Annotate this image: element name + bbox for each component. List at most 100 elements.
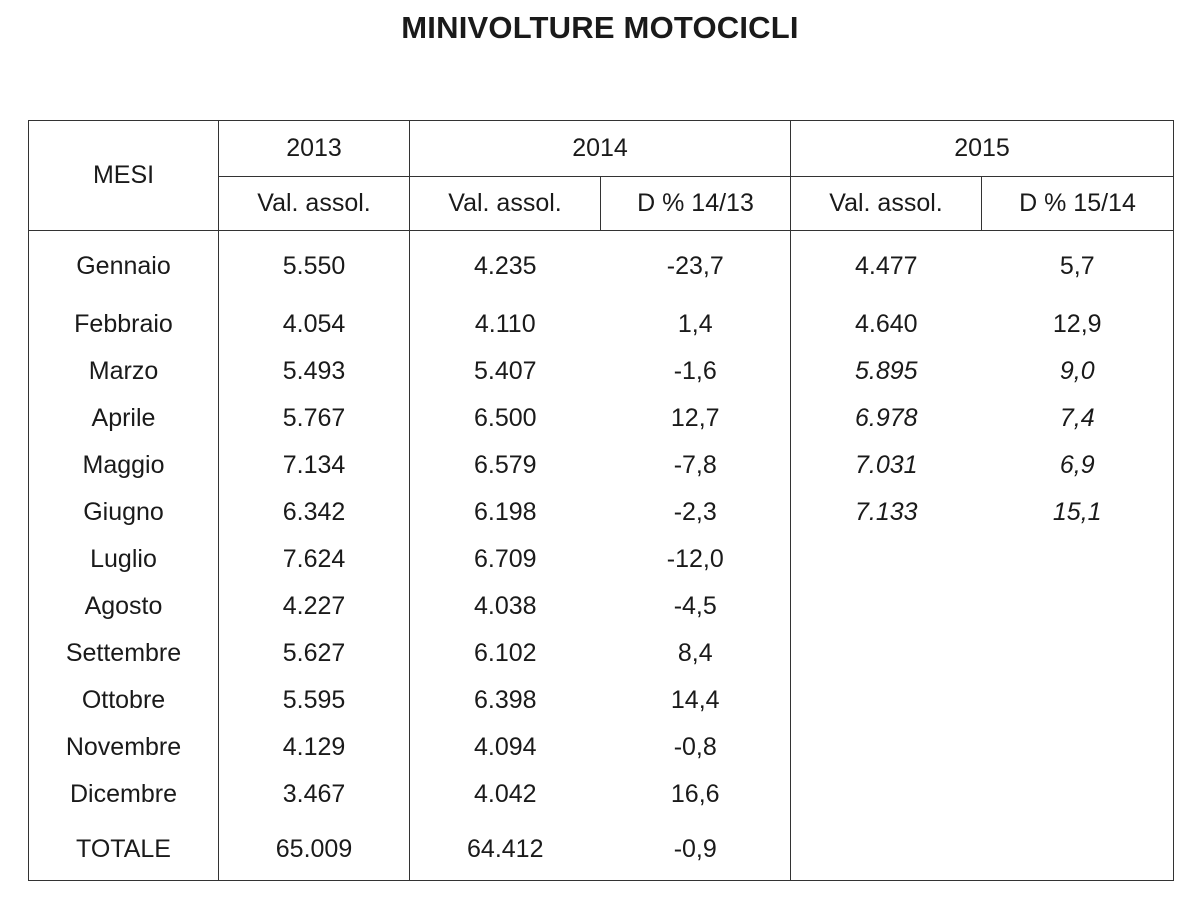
- delta-14-13-cell: 16,6: [600, 771, 791, 818]
- total-month-cell: TOTALE: [28, 818, 219, 881]
- delta-15-14-cell: 9,0: [981, 348, 1174, 395]
- delta-15-14-cell: 12,9: [981, 301, 1174, 348]
- value-2014-cell: 6.709: [409, 536, 601, 583]
- delta-14-13-cell: -1,6: [600, 348, 791, 395]
- value-2013-cell: 7.134: [218, 442, 410, 489]
- value-2015-cell: [790, 677, 982, 724]
- value-2015-cell: [790, 771, 982, 818]
- table-row: Aprile 5.767 6.500 12,7 6.978 7,4: [28, 395, 1174, 442]
- month-cell: Ottobre: [28, 677, 219, 724]
- delta-15-14-cell: [981, 724, 1174, 771]
- header-val-assol-2013: Val. assol.: [218, 176, 410, 231]
- value-2015-cell: 7.133: [790, 489, 982, 536]
- header-delta-15-14: D % 15/14: [981, 176, 1174, 231]
- value-2014-cell: 4.094: [409, 724, 601, 771]
- value-2013-cell: 4.129: [218, 724, 410, 771]
- delta-15-14-cell: [981, 771, 1174, 818]
- table-row: Marzo 5.493 5.407 -1,6 5.895 9,0: [28, 348, 1174, 395]
- delta-14-13-cell: 12,7: [600, 395, 791, 442]
- month-cell: Marzo: [28, 348, 219, 395]
- value-2013-cell: 4.054: [218, 301, 410, 348]
- month-cell: Giugno: [28, 489, 219, 536]
- total-value-2014-cell: 64.412: [409, 818, 601, 881]
- value-2014-cell: 4.110: [409, 301, 601, 348]
- table-row: Settembre 5.627 6.102 8,4: [28, 630, 1174, 677]
- table-row: Ottobre 5.595 6.398 14,4: [28, 677, 1174, 724]
- value-2015-cell: [790, 630, 982, 677]
- delta-14-13-cell: 1,4: [600, 301, 791, 348]
- delta-14-13-cell: 14,4: [600, 677, 791, 724]
- delta-15-14-cell: [981, 630, 1174, 677]
- value-2013-cell: 5.767: [218, 395, 410, 442]
- month-cell: Dicembre: [28, 771, 219, 818]
- header-row-years: MESI 2013 2014 2015: [28, 120, 1174, 231]
- value-2013-cell: 4.227: [218, 583, 410, 630]
- value-2014-cell: 4.235: [409, 230, 601, 301]
- table-row: Giugno 6.342 6.198 -2,3 7.133 15,1: [28, 489, 1174, 536]
- month-cell: Febbraio: [28, 301, 219, 348]
- value-2013-cell: 5.595: [218, 677, 410, 724]
- total-delta-14-13-cell: -0,9: [600, 818, 791, 881]
- month-cell: Agosto: [28, 583, 219, 630]
- value-2014-cell: 4.038: [409, 583, 601, 630]
- month-cell: Novembre: [28, 724, 219, 771]
- delta-15-14-cell: 5,7: [981, 230, 1174, 301]
- delta-15-14-cell: 15,1: [981, 489, 1174, 536]
- value-2015-cell: 7.031: [790, 442, 982, 489]
- delta-15-14-cell: [981, 677, 1174, 724]
- value-2013-cell: 5.493: [218, 348, 410, 395]
- header-year-2013: 2013: [218, 120, 410, 177]
- header-val-assol-2014: Val. assol.: [409, 176, 601, 231]
- value-2014-cell: 5.407: [409, 348, 601, 395]
- value-2014-cell: 4.042: [409, 771, 601, 818]
- value-2015-cell: 4.477: [790, 230, 982, 301]
- month-cell: Luglio: [28, 536, 219, 583]
- delta-14-13-cell: -4,5: [600, 583, 791, 630]
- value-2015-cell: [790, 583, 982, 630]
- delta-14-13-cell: -12,0: [600, 536, 791, 583]
- motorcycle-transfers-table: MESI 2013 2014 2015 Val. assol. Val. ass…: [28, 120, 1174, 881]
- value-2013-cell: 5.627: [218, 630, 410, 677]
- delta-14-13-cell: -7,8: [600, 442, 791, 489]
- delta-15-14-cell: 6,9: [981, 442, 1174, 489]
- month-cell: Gennaio: [28, 230, 219, 301]
- value-2015-cell: 6.978: [790, 395, 982, 442]
- month-cell: Aprile: [28, 395, 219, 442]
- value-2013-cell: 5.550: [218, 230, 410, 301]
- value-2014-cell: 6.102: [409, 630, 601, 677]
- header-year-2015: 2015: [790, 120, 1174, 177]
- month-cell: Settembre: [28, 630, 219, 677]
- table-row: Febbraio 4.054 4.110 1,4 4.640 12,9: [28, 301, 1174, 348]
- table-row: Dicembre 3.467 4.042 16,6: [28, 771, 1174, 818]
- value-2014-cell: 6.398: [409, 677, 601, 724]
- delta-14-13-cell: 8,4: [600, 630, 791, 677]
- total-value-2013-cell: 65.009: [218, 818, 410, 881]
- delta-14-13-cell: -2,3: [600, 489, 791, 536]
- table-row: Gennaio 5.550 4.235 -23,7 4.477 5,7: [28, 230, 1174, 301]
- header-val-assol-2015: Val. assol.: [790, 176, 982, 231]
- header-row-metrics: Val. assol. Val. assol. D % 14/13 Val. a…: [29, 176, 1174, 231]
- table-row: Luglio 7.624 6.709 -12,0: [28, 536, 1174, 583]
- table-row: Novembre 4.129 4.094 -0,8: [28, 724, 1174, 771]
- table-row: Agosto 4.227 4.038 -4,5: [28, 583, 1174, 630]
- value-2014-cell: 6.579: [409, 442, 601, 489]
- month-cell: Maggio: [28, 442, 219, 489]
- value-2013-cell: 7.624: [218, 536, 410, 583]
- value-2014-cell: 6.198: [409, 489, 601, 536]
- table-row: Maggio 7.134 6.579 -7,8 7.031 6,9: [28, 442, 1174, 489]
- table-body: Gennaio 5.550 4.235 -23,7 4.477 5,7 Febbraio 4.…: [28, 230, 1174, 881]
- total-value-2015-cell: [790, 818, 982, 881]
- header-mesi: MESI: [28, 120, 219, 231]
- delta-14-13-cell: -0,8: [600, 724, 791, 771]
- value-2015-cell: 5.895: [790, 348, 982, 395]
- total-row: TOTALE 65.009 64.412 -0,9: [28, 818, 1174, 881]
- total-delta-15-14-cell: [981, 818, 1174, 881]
- delta-15-14-cell: 7,4: [981, 395, 1174, 442]
- delta-15-14-cell: [981, 583, 1174, 630]
- value-2015-cell: [790, 724, 982, 771]
- delta-14-13-cell: -23,7: [600, 230, 791, 301]
- header-year-2014: 2014: [409, 120, 791, 177]
- value-2013-cell: 6.342: [218, 489, 410, 536]
- value-2013-cell: 3.467: [218, 771, 410, 818]
- delta-15-14-cell: [981, 536, 1174, 583]
